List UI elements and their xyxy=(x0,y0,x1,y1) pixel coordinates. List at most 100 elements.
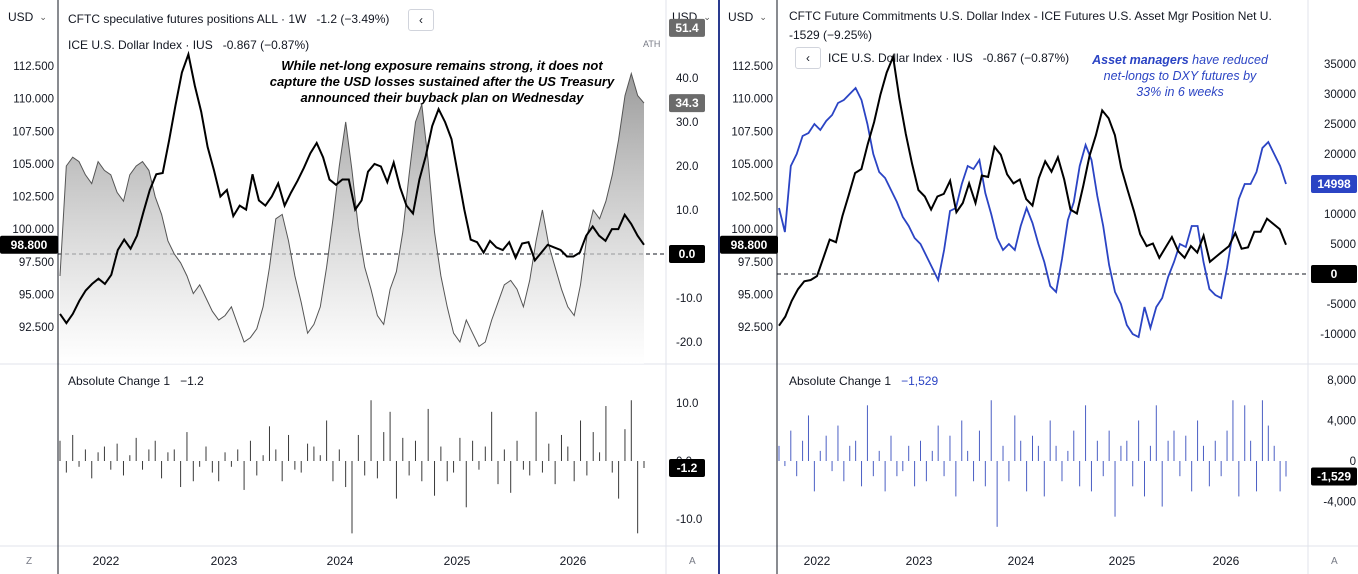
value-marker-bg xyxy=(669,18,705,37)
price-tick-label: 95.000 xyxy=(738,289,773,301)
right-tick-label: 40.0 xyxy=(676,73,698,85)
right-tick-label: 35000 xyxy=(1324,59,1356,71)
sub-indicator-legend: Absolute Change 1 −1.2 xyxy=(68,374,204,388)
main-series-legend: CFTC Future Commitments U.S. Dollar Inde… xyxy=(789,9,1272,23)
right-tick-label: 10000 xyxy=(1324,209,1356,221)
time-tick-label: 2022 xyxy=(93,554,120,568)
asset-mgr-line xyxy=(778,86,1287,339)
price-tick-label: 107.500 xyxy=(731,126,773,138)
price-tick-label: 100.000 xyxy=(12,224,54,236)
right-tick-label: -10000 xyxy=(1320,329,1356,341)
value-marker: 0.0 xyxy=(679,247,696,261)
auto-scale-button[interactable]: Z xyxy=(26,556,33,567)
sub-tick-label: -10.0 xyxy=(676,514,702,526)
sub-value-marker: -1,529 xyxy=(1317,469,1351,483)
left-currency-selector[interactable]: USD ⌄ xyxy=(728,6,767,28)
indicator-title: Absolute Change 1 xyxy=(68,374,171,388)
time-tick-label: 2023 xyxy=(211,554,238,568)
indicator-value: −1.2 xyxy=(180,374,204,388)
index-series-legend: ICE U.S. Dollar Index · IUS -0.867 (−0.8… xyxy=(828,51,1069,65)
sub-value-marker-bg xyxy=(669,458,705,477)
right-tick-label: 20.0 xyxy=(676,161,698,173)
dollar-index-line xyxy=(778,53,1287,327)
ath-label: ATH xyxy=(643,39,661,49)
right-tick-label: 30000 xyxy=(1324,89,1356,101)
chart-annotation: Asset managers have reduced net-longs to… xyxy=(1092,52,1268,100)
right-tick-label: -10.0 xyxy=(676,293,702,305)
price-tick-label: 110.000 xyxy=(732,94,773,106)
value-marker: 51.4 xyxy=(675,21,699,35)
series-change: -0.867 (−0.87%) xyxy=(982,51,1070,65)
series-change: -1.2 (−3.49%) xyxy=(316,12,390,26)
right-tick-label: 20000 xyxy=(1324,149,1356,161)
sub-value-marker-bg xyxy=(1311,467,1357,486)
series-title: ICE U.S. Dollar Index · IUS xyxy=(68,38,213,52)
spec-positions-area xyxy=(60,73,644,364)
auto-scale-button[interactable]: A xyxy=(689,556,696,567)
right-chart-svg: 112.500 110.000 107.500 105.000 102.500 100.0… xyxy=(720,0,1358,574)
sub-tick-label: 8,000 xyxy=(1327,375,1356,387)
left-chart-svg: 112.500 110.000 107.500 105.000 102.500 100.0… xyxy=(0,0,718,574)
collapse-legend-button[interactable]: ‹ xyxy=(408,9,434,31)
right-tick-label: 25000 xyxy=(1324,119,1356,131)
price-tick-label: 102.500 xyxy=(731,192,773,204)
time-tick-label: 2025 xyxy=(444,554,471,568)
value-marker: 0 xyxy=(1331,267,1338,281)
value-marker-bg xyxy=(1311,265,1357,283)
price-tick-label: 97.500 xyxy=(19,257,54,269)
price-tick-label: 112.500 xyxy=(13,61,54,73)
value-marker-bg xyxy=(1311,175,1357,194)
price-tick-label: 100.000 xyxy=(731,224,773,236)
chevron-left-icon: ‹ xyxy=(419,13,423,27)
main-series-legend: CFTC speculative futures positions ALL ·… xyxy=(68,12,389,26)
time-tick-label: 2024 xyxy=(327,554,354,568)
price-tick-label: 102.500 xyxy=(12,192,54,204)
sub-tick-label: -4,000 xyxy=(1323,497,1356,509)
currency-label: USD xyxy=(728,10,754,24)
price-tick-label: 107.500 xyxy=(12,126,54,138)
sub-tick-label: 0 xyxy=(1350,456,1356,468)
annotation-emphasis: Asset managers xyxy=(1092,53,1189,67)
annotation-text: have reduced net-longs to DXY futures by… xyxy=(1103,53,1268,99)
right-tick-label: 10.0 xyxy=(676,205,698,217)
spec-positions-line xyxy=(59,71,645,348)
chevron-down-icon: ⌄ xyxy=(759,11,767,22)
price-tick-label: 110.000 xyxy=(13,94,54,106)
last-price-badge: 98.800 xyxy=(11,238,48,252)
price-tick-label: 92.500 xyxy=(19,322,54,334)
time-tick-label: 2025 xyxy=(1109,554,1136,568)
right-tick-label: -5000 xyxy=(1327,299,1356,311)
time-tick-label: 2024 xyxy=(1008,554,1035,568)
time-tick-label: 2022 xyxy=(804,554,831,568)
sub-indicator-legend: Absolute Change 1 −1,529 xyxy=(789,374,938,388)
index-series-legend: ICE U.S. Dollar Index · IUS -0.867 (−0.8… xyxy=(68,38,309,52)
value-marker-bg xyxy=(669,94,705,113)
value-marker: 14998 xyxy=(1317,177,1351,191)
sub-value-marker: -1.2 xyxy=(677,461,698,475)
sub-tick-label: 10.0 xyxy=(676,398,698,410)
last-price-badge-bg xyxy=(0,235,58,254)
last-price-badge: 98.800 xyxy=(731,238,768,252)
currency-label: USD xyxy=(8,10,34,24)
time-tick-label: 2026 xyxy=(560,554,587,568)
pane-divider[interactable] xyxy=(718,0,720,574)
price-tick-label: 95.000 xyxy=(19,289,54,301)
series-change: -0.867 (−0.87%) xyxy=(222,38,310,52)
series-change: -1529 (−9.25%) xyxy=(789,28,873,42)
value-marker-bg xyxy=(669,245,705,263)
right-tick-label: 5000 xyxy=(1330,239,1356,251)
indicator-title: Absolute Change 1 xyxy=(789,374,892,388)
dollar-index-line xyxy=(59,50,645,325)
collapse-legend-button[interactable]: ‹ xyxy=(795,47,821,69)
time-tick-label: 2023 xyxy=(906,554,933,568)
price-tick-label: 97.500 xyxy=(738,257,773,269)
series-title: CFTC Future Commitments U.S. Dollar Inde… xyxy=(789,9,1272,23)
chevron-down-icon: ⌄ xyxy=(39,11,47,22)
left-currency-selector[interactable]: USD ⌄ xyxy=(8,6,47,28)
value-marker: 34.3 xyxy=(675,96,699,110)
series-title: ICE U.S. Dollar Index · IUS xyxy=(828,51,973,65)
auto-scale-button[interactable]: A xyxy=(1331,556,1338,567)
right-tick-label: 30.0 xyxy=(676,117,698,129)
right-tick-label: -20.0 xyxy=(676,337,702,349)
sub-tick-label: 4,000 xyxy=(1327,416,1356,428)
